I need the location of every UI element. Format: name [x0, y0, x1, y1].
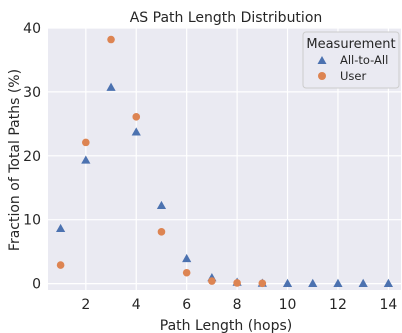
legend-label-all-to-all: All-to-All: [340, 53, 388, 67]
y-tick-labels: 0 10 20 30 40: [23, 21, 41, 293]
legend-label-user: User: [340, 69, 366, 83]
x-tick-label: 14: [379, 297, 397, 313]
y-tick-label: 30: [23, 85, 41, 101]
legend-frame: [302, 31, 400, 89]
x-tick-label: 8: [233, 297, 242, 313]
y-axis-label: Fraction of Total Paths (%): [7, 69, 23, 251]
point-user: [56, 261, 65, 269]
x-tick-labels: 2 4 6 8 10 12 14: [81, 297, 397, 313]
point-user: [82, 138, 90, 147]
legend-title: Measurement: [306, 37, 395, 52]
point-all-to-all: [81, 155, 91, 164]
point-user: [132, 113, 141, 121]
point-user: [258, 279, 267, 288]
point-user: [182, 268, 191, 277]
x-axis-label: Path Length (hops): [160, 318, 293, 333]
point-all-to-all: [106, 82, 116, 91]
point-all-to-all: [308, 278, 318, 288]
x-tick-label: 4: [132, 297, 141, 313]
y-tick-label: 10: [23, 213, 41, 229]
x-tick-label: 2: [81, 297, 90, 313]
point-user: [233, 279, 241, 287]
point-user: [208, 277, 216, 285]
point-all-to-all: [333, 278, 343, 288]
x-tick-label: 12: [329, 297, 347, 313]
point-all-to-all: [131, 127, 141, 136]
point-user: [107, 35, 115, 44]
point-all-to-all: [358, 278, 368, 288]
legend-marker-triangle: [317, 56, 327, 64]
legend: Measurement All-to-All User: [302, 31, 400, 89]
y-tick-label: 0: [32, 277, 41, 293]
point-all-to-all: [156, 200, 167, 210]
point-user: [157, 228, 166, 236]
grid: [48, 27, 401, 290]
point-all-to-all: [56, 223, 66, 233]
point-all-to-all: [383, 278, 393, 288]
point-all-to-all: [282, 278, 293, 288]
point-all-to-all: [182, 253, 192, 263]
y-tick-label: 20: [23, 149, 41, 165]
x-tick-label: 6: [182, 297, 191, 313]
chart-title: AS Path Length Distribution: [130, 10, 323, 26]
data-marks: [56, 35, 393, 288]
x-tick-label: 10: [279, 297, 297, 313]
y-tick-label: 40: [23, 21, 41, 37]
legend-marker-circle: [318, 72, 326, 80]
